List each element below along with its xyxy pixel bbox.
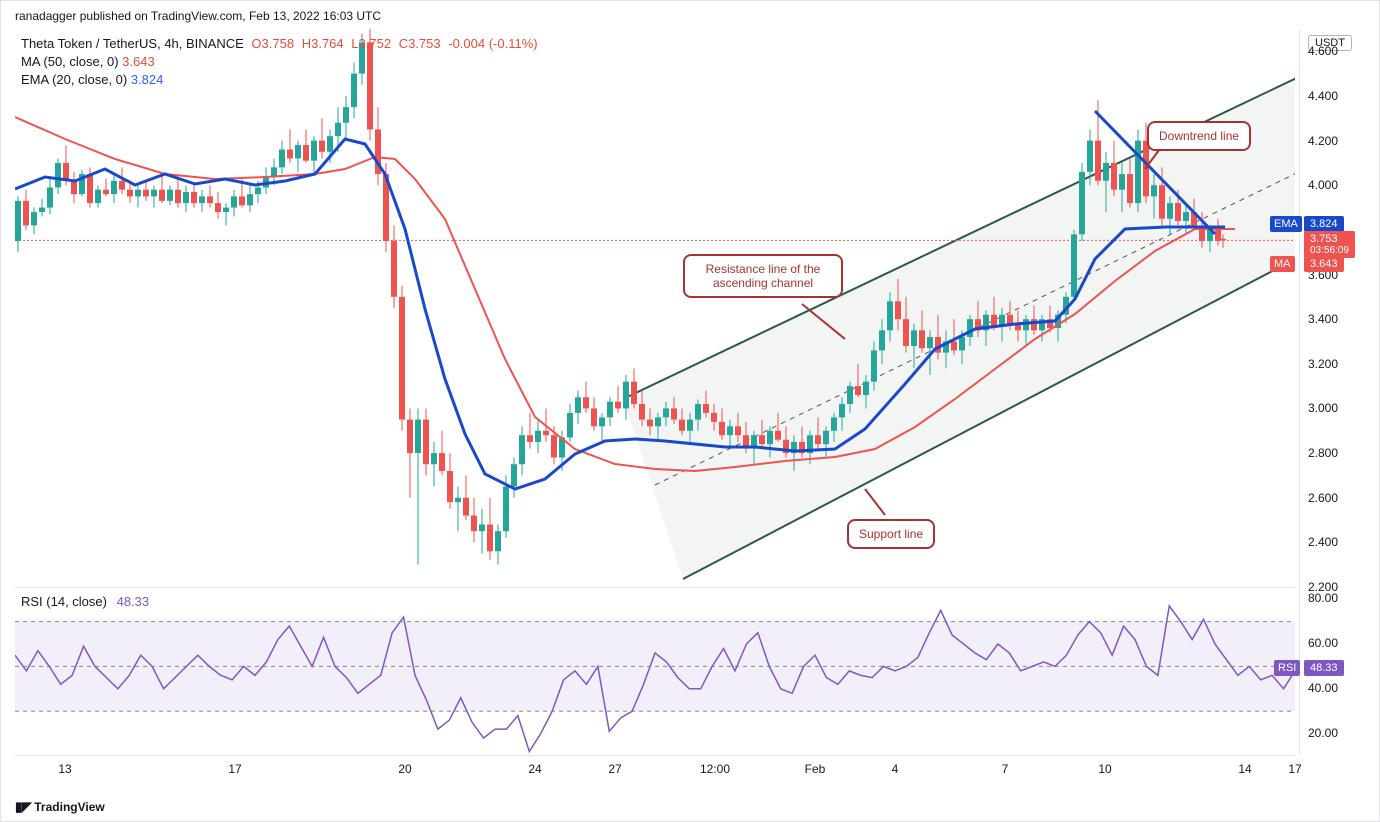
ytick: 2.400 (1308, 535, 1338, 549)
ytick: 4.000 (1308, 178, 1338, 192)
ytick: 4.600 (1308, 44, 1338, 58)
publish-header: ranadagger published on TradingView.com,… (1, 1, 1379, 23)
chart-legend: Theta Token / TetherUS, 4h, BINANCE O3.7… (21, 35, 538, 89)
publisher: ranadagger (15, 9, 76, 23)
support-callout: Support line (847, 519, 935, 549)
yaxis-badge: 3.75303:56:09 (1304, 231, 1355, 258)
ytick: 2.600 (1308, 491, 1338, 505)
ytick: 2.800 (1308, 446, 1338, 460)
ma-label: MA (50, close, 0) (21, 54, 119, 69)
ytick: 3.400 (1308, 312, 1338, 326)
ytick: 3.000 (1308, 401, 1338, 415)
published-on: published on TradingView.com, (80, 9, 246, 23)
rsi-legend: RSI (14, close) 48.33 (21, 594, 149, 609)
publish-timestamp: Feb 13, 2022 16:03 UTC (249, 9, 381, 23)
time-xaxis[interactable]: 131720242712:00Feb47101417 (15, 755, 1295, 783)
ytick: 4.200 (1308, 134, 1338, 148)
ma-value: 3.643 (122, 54, 155, 69)
ytick: 3.200 (1308, 357, 1338, 371)
price-svg (15, 29, 1295, 587)
ytick: 4.400 (1308, 89, 1338, 103)
ema-label: EMA (20, close, 0) (21, 72, 127, 87)
symbol-label: Theta Token / TetherUS, 4h, BINANCE (21, 36, 244, 51)
price-chart[interactable]: Theta Token / TetherUS, 4h, BINANCE O3.7… (15, 29, 1295, 587)
tradingview-logo: ▮◤ TradingView (15, 799, 105, 815)
yaxis-badge: MA3.643 (1304, 256, 1344, 272)
rsi-yaxis[interactable]: 80.0060.0040.0020.00RSI48.33 (1299, 587, 1379, 755)
downtrend-callout: Downtrend line (1147, 121, 1251, 151)
price-yaxis[interactable]: USDT 4.6004.4004.2004.0003.8003.6003.400… (1299, 29, 1379, 587)
yaxis-badge: EMA3.824 (1304, 216, 1344, 232)
rsi-chart[interactable]: RSI (14, close) 48.33 (15, 587, 1295, 755)
rsi-svg (15, 588, 1295, 756)
ema-value: 3.824 (131, 72, 164, 87)
resistance-callout: Resistance line of the ascending channel (683, 254, 843, 298)
